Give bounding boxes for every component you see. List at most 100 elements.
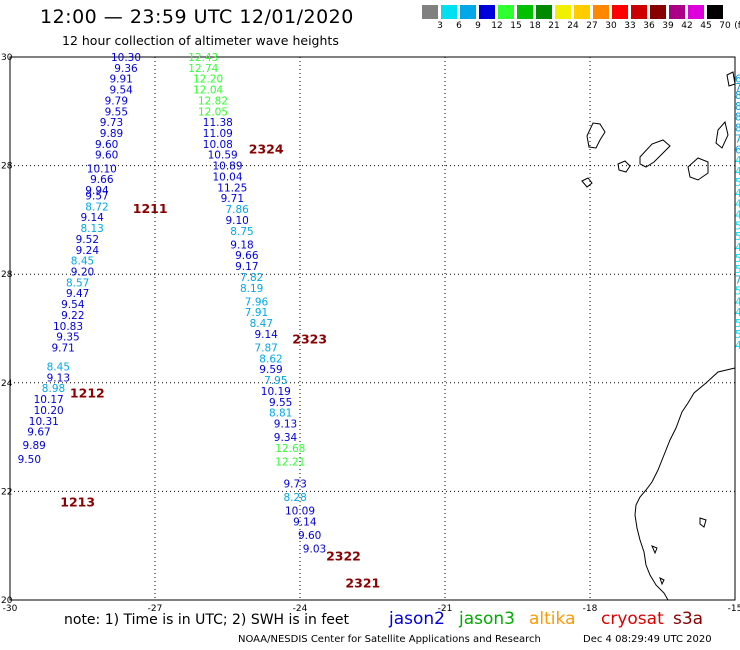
y-tick-label: 20 <box>1 596 13 606</box>
swh-value: 9.94 <box>85 185 109 197</box>
swh-value: 8 <box>735 90 740 102</box>
swh-value: 9.03 <box>303 543 326 555</box>
swh-value: 10.10 <box>87 163 117 175</box>
swh-value: 9.57 <box>85 190 108 202</box>
scale-swatch <box>707 5 723 19</box>
swh-value: 9.13 <box>274 419 297 431</box>
swh-value: 9.52 <box>76 234 99 246</box>
swh-value: 11.09 <box>203 128 233 140</box>
swh-value: 12.43 <box>188 52 218 64</box>
island-la-palma <box>586 122 606 149</box>
swh-value: 7.96 <box>245 296 269 308</box>
swh-value: 10.30 <box>111 52 141 64</box>
swh-value: 11.38 <box>203 117 233 129</box>
y-tick-label: 22 <box>1 487 12 497</box>
scale-label: 21 <box>548 21 560 31</box>
swh-value: 9.18 <box>230 239 253 251</box>
swh-value: 10.09 <box>285 505 315 517</box>
swh-value: 8 <box>735 101 740 113</box>
scale-swatch <box>422 5 438 19</box>
swh-value: 9.89 <box>100 128 123 140</box>
x-tick-label: -24 <box>293 604 308 614</box>
swh-value: 9.71 <box>221 193 244 205</box>
swh-value: 9.34 <box>274 432 298 444</box>
island-gran-canaria <box>687 157 709 181</box>
swh-value: 9.67 <box>27 427 50 439</box>
swh-value: 9.59 <box>259 364 282 376</box>
swh-value: 9.73 <box>100 117 123 129</box>
swh-value: 11.25 <box>217 182 247 194</box>
swh-value: 12.21 <box>275 457 305 469</box>
swh-value: 5.71 <box>735 231 740 243</box>
swh-value: 9.47 <box>66 288 89 300</box>
swh-value: 4.82 <box>735 340 740 352</box>
scale-label: 33 <box>624 21 636 31</box>
swh-value: 7.4 <box>735 133 740 145</box>
scale-label: 18 <box>529 21 541 31</box>
swh-value: 9.71 <box>51 343 74 355</box>
swh-value: 4.74 <box>735 242 740 254</box>
swh-value: 10.17 <box>34 394 64 406</box>
island-north <box>726 71 736 87</box>
footer-note: note: 1) Time is in UTC; 2) SWH is in fe… <box>64 612 350 628</box>
swh-value: 8. <box>735 123 740 135</box>
swh-value: 9.91 <box>109 74 132 86</box>
swh-value: 8.13 <box>80 223 103 235</box>
scale-label: 27 <box>586 21 598 31</box>
island-tenerife <box>639 139 671 168</box>
scale-label: 24 <box>567 21 579 31</box>
satellite-jason3: jason3 <box>459 609 515 629</box>
scale-swatch <box>574 5 590 19</box>
swh-value: 8.62 <box>259 353 282 365</box>
swh-value: 8.72 <box>85 201 108 213</box>
x-tick-label: -15 <box>728 604 740 614</box>
y-tick-label: 28 <box>1 270 13 280</box>
swh-value: 9.17 <box>235 261 258 273</box>
swh-value: 9.55 <box>105 106 128 118</box>
scale-label: 45 <box>700 21 712 31</box>
swh-value: 4.56 <box>735 296 740 308</box>
x-tick-label: -18 <box>583 604 598 614</box>
swh-value: 7.91 <box>245 307 268 319</box>
scale-swatch <box>612 5 628 19</box>
scale-label: 30 <box>605 21 617 31</box>
swh-value: 4.2 <box>735 209 740 221</box>
swh-value: 8.45 <box>71 256 94 268</box>
scale-swatch <box>593 5 609 19</box>
swh-value: 9.24 <box>76 245 100 257</box>
scale-swatch <box>669 5 685 19</box>
swh-value: 8.81 <box>269 408 292 420</box>
swh-value: 6.1 <box>735 144 740 156</box>
island-hierro <box>581 177 593 188</box>
swh-value: 9.54 <box>61 299 85 311</box>
swh-value: 9.89 <box>22 440 45 452</box>
swh-value: 12.05 <box>198 106 228 118</box>
coastline <box>634 367 736 601</box>
y-tick-label: 28 <box>1 162 13 172</box>
map-frame <box>9 56 736 601</box>
swh-value: 10.08 <box>203 139 233 151</box>
swh-value: 9.60 <box>95 139 118 151</box>
swh-value: 12.74 <box>188 63 218 75</box>
swh-value: 9.73 <box>283 478 306 490</box>
scale-swatch <box>479 5 495 19</box>
scale-swatch <box>441 5 457 19</box>
swh-value: 5.5 <box>735 177 740 189</box>
swh-value: 9.14 <box>254 329 278 341</box>
swh-value: 9.14 <box>293 516 317 528</box>
pass-label: 2321 <box>345 576 380 591</box>
scale-label: 39 <box>662 21 674 31</box>
scale-swatch <box>650 5 666 19</box>
swh-value: 9.35 <box>56 332 79 344</box>
swh-value: 12.82 <box>198 95 228 107</box>
swh-value: 4.3 <box>735 188 740 200</box>
scale-swatch <box>460 5 476 19</box>
swh-value: 7.95 <box>264 375 287 387</box>
scale-label: 70 <box>719 21 731 31</box>
swh-value: 9.10 <box>225 215 248 227</box>
island-gomera <box>617 160 631 173</box>
swh-value: 10.20 <box>34 405 64 417</box>
y-tick-label: 24 <box>1 379 13 389</box>
swh-value: 4.4 <box>735 166 740 178</box>
swh-value: 9.55 <box>269 397 292 409</box>
